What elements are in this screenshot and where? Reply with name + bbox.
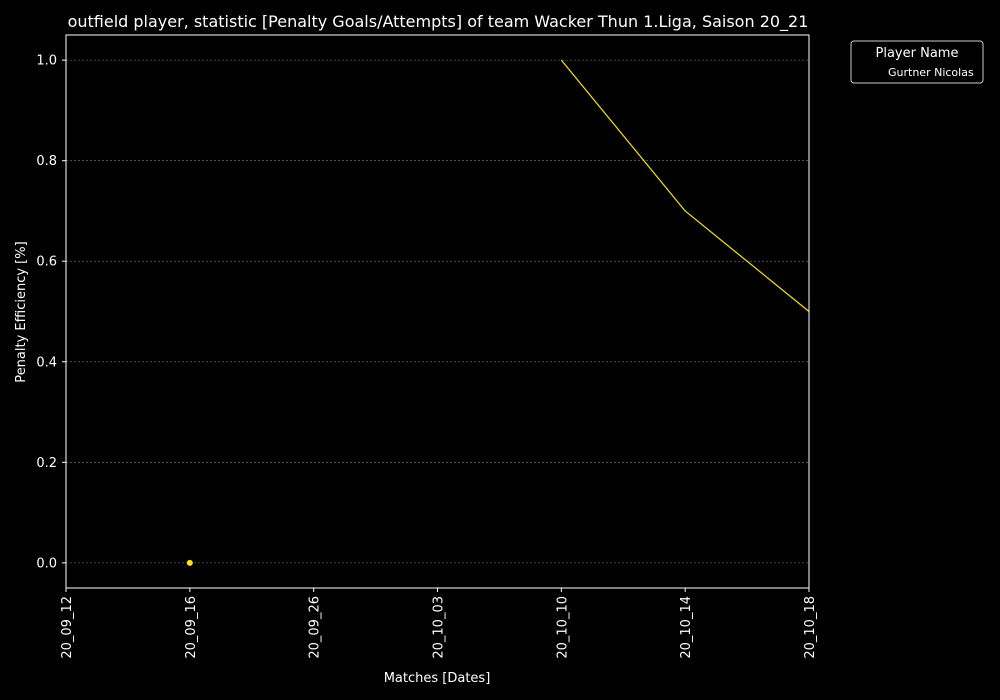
y-tick-label-1: 0.2 [36, 456, 57, 471]
x-tick-label-3: 20_10_03 [432, 596, 447, 659]
legend-title: Player Name [876, 46, 959, 61]
legend-marker [865, 69, 871, 75]
x-tick-layer: 20_09_12 20_09_16 20_09_26 20_10_03 20_10_10… [60, 588, 818, 659]
y-tick-layer: 0.0 0.2 0.4 0.6 0.8 1.0 [36, 54, 66, 571]
series-0-segment-2 [684, 210, 810, 312]
grid-layer [66, 59, 809, 564]
series-0-point-0 [186, 559, 193, 566]
x-tick-label-1: 20_09_16 [184, 596, 199, 659]
y-axis-label: Penalty Efficiency [%] [14, 241, 29, 382]
chart-title: outfield player, statistic [Penalty Goal… [68, 12, 809, 32]
series-0-segment-1 [560, 59, 686, 212]
x-tick-label-2: 20_09_26 [308, 596, 323, 659]
x-tick-label-4: 20_10_10 [555, 596, 570, 659]
y-tick-label-3: 0.6 [36, 255, 57, 270]
x-tick-label-5: 20_10_14 [679, 596, 694, 659]
y-tick-label-5: 1.0 [36, 54, 57, 69]
y-tick-label-0: 0.0 [36, 556, 57, 571]
x-tick-label-0: 20_09_12 [60, 596, 75, 659]
legend-box [850, 40, 984, 84]
x-tick-label-6: 20_10_18 [803, 596, 818, 659]
series-layer [186, 59, 810, 566]
y-tick-label-2: 0.4 [36, 355, 57, 370]
plot-frame [65, 34, 810, 589]
y-tick-label-4: 0.8 [36, 154, 57, 169]
legend-entry-label: Gurtner Nicolas [888, 66, 974, 79]
legend: Player Name Gurtner Nicolas [850, 40, 984, 84]
x-axis-label: Matches [Dates] [384, 671, 491, 686]
